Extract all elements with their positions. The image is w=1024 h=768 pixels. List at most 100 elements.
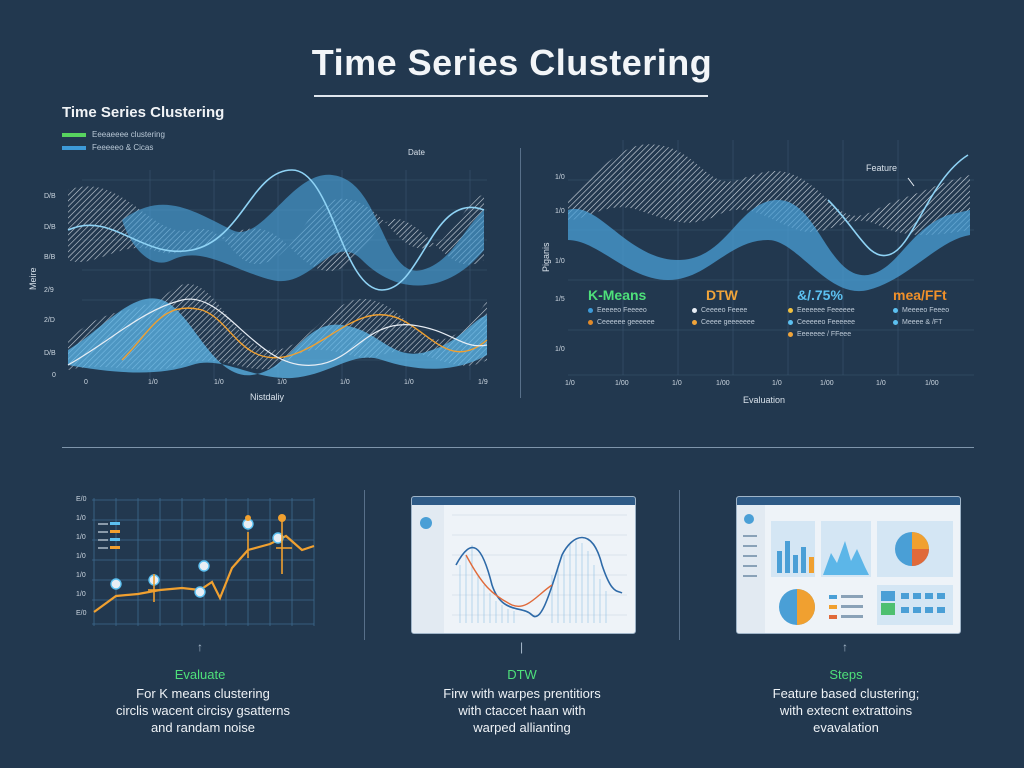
- y-tick: 1/0: [76, 572, 86, 579]
- caption-heading-steps: Steps: [829, 667, 863, 682]
- caption-line: evavalation: [813, 720, 879, 735]
- y-tick: 1/0: [76, 515, 86, 522]
- method-item-label: Meeee & /FT: [902, 319, 943, 326]
- method-four-item: Meeee & /FT: [893, 319, 942, 326]
- y-tick: D/B: [44, 193, 56, 200]
- method-three-item: Eeeeeee Feeeeee: [788, 307, 855, 314]
- dashboard-preview: [737, 505, 953, 633]
- dtw-window: [411, 496, 636, 634]
- method-item-label: Eeeeeo Feeeeo: [597, 307, 647, 314]
- x-tick: 1/0: [214, 379, 224, 386]
- y-tick: 2/D: [44, 317, 55, 324]
- caption-line: For K means clustering: [136, 686, 270, 701]
- evaluate-grid-chart: [92, 498, 315, 626]
- method-three-item: Eeeeeee / FFeee: [788, 331, 851, 338]
- x-tick: 1/0: [340, 379, 350, 386]
- bullet-icon: [788, 308, 793, 313]
- right-chart-annotation: Feature: [866, 163, 898, 173]
- panel-divider: [679, 490, 680, 640]
- upper-chart-divider: [520, 148, 521, 398]
- x-tick: 1/00: [820, 380, 834, 387]
- bullet-icon: [692, 320, 697, 325]
- method-item-label: Eeeeeee / FFeee: [797, 331, 852, 338]
- legend-entry-2: Feeeeeo & Cicas: [62, 143, 153, 152]
- right-chart-y-label: Piganis: [541, 242, 551, 272]
- dtw-alignment-chart: [412, 505, 627, 633]
- method-dtw-item: Ceeeeo Feeee: [692, 307, 747, 314]
- x-tick: 1/0: [404, 379, 414, 386]
- x-tick: 1/0: [277, 379, 287, 386]
- method-item-label: Ceeee geeeeeee: [701, 319, 755, 326]
- caption-body-dtw: Firw with warpes prentitiors with ctacce…: [372, 685, 672, 736]
- method-kmeans-label: K-Means: [588, 287, 647, 303]
- bullet-icon: [893, 320, 898, 325]
- caption-line: with extecnt extrattoins: [779, 703, 913, 718]
- method-three-item: Ceeeeeo Feeeeee: [788, 319, 855, 326]
- left-chart-top-label: Date: [408, 148, 425, 157]
- bullet-icon: [692, 308, 697, 313]
- legend-swatch-green: [62, 132, 86, 137]
- legend-label: Eeeaeeee clustering: [92, 130, 165, 139]
- method-dtw-label: DTW: [706, 287, 738, 303]
- title-underline: [314, 95, 708, 97]
- y-tick: E/0: [76, 610, 87, 617]
- caption-line: with ctaccet haan with: [458, 703, 586, 718]
- x-tick: 1/9: [478, 379, 488, 386]
- caption-body-evaluate: For K means clustering circlis wacent ci…: [53, 685, 353, 736]
- method-item-label: Ceeeeeo Feeeeee: [797, 319, 855, 326]
- x-tick: 1/00: [615, 380, 629, 387]
- y-tick: 2/9: [44, 287, 54, 294]
- y-tick: D/B: [44, 224, 56, 231]
- caption-line: and randam noise: [150, 720, 256, 735]
- x-tick: 1/0: [672, 380, 682, 387]
- left-chart-x-label: Nistdaliy: [250, 392, 285, 402]
- method-dtw-item: Ceeee geeeeeee: [692, 319, 755, 326]
- window-titlebar: [737, 497, 960, 505]
- page-title: Time Series Clustering: [311, 42, 713, 83]
- panel-divider: [364, 490, 365, 640]
- right-chart-x-label: Evaluation: [743, 395, 786, 405]
- section-divider: [62, 447, 974, 448]
- method-item-label: Meeeeo Feeeo: [902, 307, 950, 314]
- caption-line: circlis wacent circisy gsatterns: [115, 703, 291, 718]
- bullet-icon: [893, 308, 898, 313]
- y-tick: 1/0: [76, 534, 86, 541]
- line-marker-icon: |: [520, 640, 524, 654]
- method-item-label: Ceeeeo Feeee: [701, 307, 748, 314]
- dashboard-window: [736, 496, 961, 634]
- y-tick: 1/0: [555, 174, 565, 181]
- up-arrow-icon: ↑: [842, 640, 848, 654]
- x-tick: 0: [84, 379, 88, 386]
- bullet-icon: [788, 320, 793, 325]
- y-tick: 0: [52, 372, 56, 379]
- y-tick: 1/0: [76, 591, 86, 598]
- x-tick: 1/00: [716, 380, 730, 387]
- bullet-icon: [788, 332, 793, 337]
- method-kmeans-item: Ceeeeee geeeeee: [588, 319, 655, 326]
- method-four-label: mea/FFt: [893, 287, 947, 303]
- left-chart-title: Time Series Clustering: [62, 104, 225, 121]
- caption-line: warped allianting: [473, 720, 571, 735]
- y-tick: 1/5: [555, 296, 565, 303]
- x-tick: 1/0: [876, 380, 886, 387]
- caption-line: Feature based clustering;: [772, 686, 920, 701]
- legend-entry-1: Eeeaeeee clustering: [62, 130, 165, 139]
- up-arrow-icon: ↑: [197, 640, 203, 654]
- method-three-label: &/.75%: [797, 287, 843, 303]
- caption-line: Firw with warpes prentitiors: [443, 686, 601, 701]
- caption-body-steps: Feature based clustering; with extecnt e…: [696, 685, 996, 736]
- y-tick: E/0: [76, 496, 87, 503]
- x-tick: 1/0: [772, 380, 782, 387]
- left-wave-chart: [67, 169, 488, 380]
- method-item-label: Ceeeeee geeeeee: [597, 319, 655, 326]
- method-kmeans-item: Eeeeeo Feeeeo: [588, 307, 647, 314]
- y-tick: 1/0: [555, 208, 565, 215]
- caption-heading-evaluate: Evaluate: [174, 667, 226, 682]
- legend-label: Feeeeeo & Cicas: [92, 143, 154, 152]
- x-tick: 1/00: [925, 380, 939, 387]
- window-titlebar: [412, 497, 635, 505]
- y-tick: D/B: [44, 350, 56, 357]
- method-four-item: Meeeeo Feeeo: [893, 307, 949, 314]
- x-tick: 1/0: [565, 380, 575, 387]
- y-tick: 1/0: [76, 553, 86, 560]
